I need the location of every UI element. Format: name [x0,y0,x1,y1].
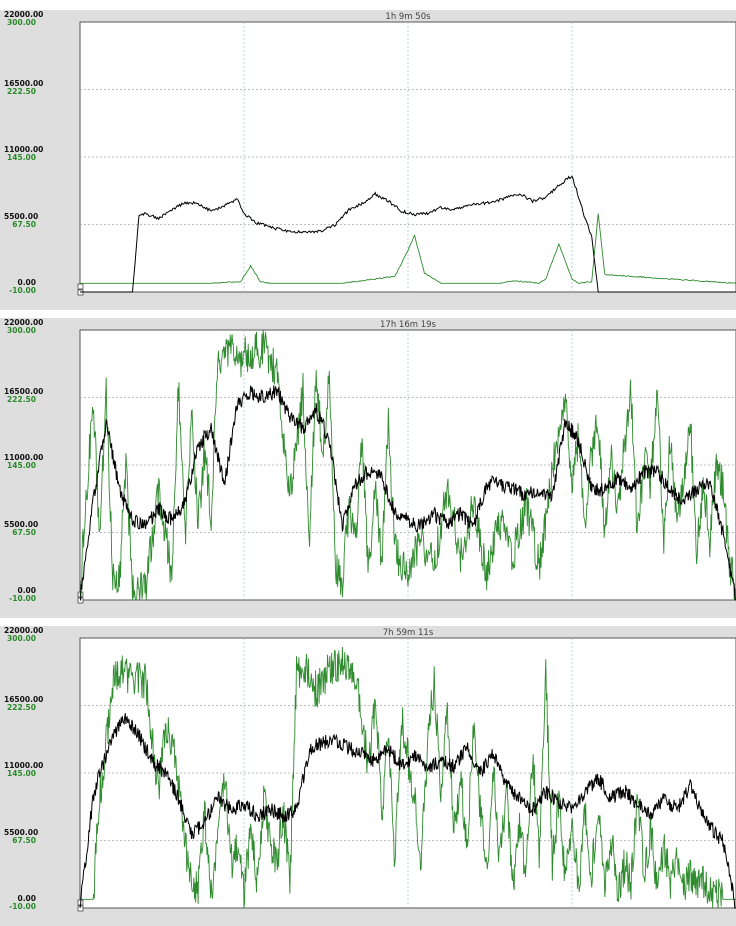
chart-2-plot [77,329,736,604]
chart-2-left-tick-0: 22000.00 [4,318,44,327]
chart-1-left-tick-1: 16500.00 [4,79,44,88]
chart-1-plot [77,21,736,296]
chart-1-right-tick-1: 222.50 [7,87,36,96]
chart-2-left-tick-4: 0.00 [17,586,36,595]
chart-1-left-tick-0: 22000.00 [4,10,44,19]
chart-1-left-tick-3: 5500.00 [4,212,39,221]
chart-3-left-tick-4: 0.00 [17,894,36,903]
chart-1-right-tick-2: 145.00 [7,153,36,162]
chart-3-plot [77,637,736,912]
chart-panel-1: 1h 9m 50s 22000.00 300.00 16500.00 222.5… [0,10,736,310]
chart-panel-2: 17h 16m 19s 22000.00 300.00 16500.00 222… [0,318,736,618]
black-series-line [80,385,736,601]
chart-3-right-tick-2: 145.00 [7,769,36,778]
chart-3-right-tick-0: 300.00 [7,634,36,643]
chart-1-title: 1h 9m 50s [385,12,431,22]
chart-2-left-tick-2: 11000.00 [4,453,44,462]
chart-3-left-tick-3: 5500.00 [4,828,39,837]
chart-1-right-tick-3: 67.50 [12,220,36,229]
chart-2-right-tick-4: -10.00 [9,594,36,603]
green-series-line [80,646,736,909]
chart-3-left-tick-1: 16500.00 [4,695,44,704]
chart-2-right-tick-1: 222.50 [7,395,36,404]
chart-3-title: 7h 59m 11s [382,628,434,638]
axis-handle-top [77,283,84,290]
chart-2-left-tick-1: 16500.00 [4,387,44,396]
chart-3-right-tick-4: -10.00 [9,902,36,911]
chart-panel-3: 7h 59m 11s 22000.00 300.00 16500.00 222.… [0,626,736,926]
chart-2-left-tick-3: 5500.00 [4,520,39,529]
chart-3-right-tick-3: 67.50 [12,836,36,845]
chart-2-right-tick-0: 300.00 [7,326,36,335]
chart-3-left-tick-2: 11000.00 [4,761,44,770]
chart-1-right-tick-4: -10.00 [9,286,36,295]
black-series-line [80,175,736,293]
chart-2-title: 17h 16m 19s [380,320,436,330]
chart-3-left-tick-0: 22000.00 [4,626,44,635]
black-series-line [79,713,736,909]
green-series-line [80,213,736,284]
green-series-line [79,329,736,601]
chart-2-right-tick-2: 145.00 [7,461,36,470]
chart-1-left-tick-4: 0.00 [17,278,36,287]
chart-3-right-tick-1: 222.50 [7,703,36,712]
chart-1-right-tick-0: 300.00 [7,18,36,27]
chart-2-right-tick-3: 67.50 [12,528,36,537]
chart-1-left-tick-2: 11000.00 [4,145,44,154]
